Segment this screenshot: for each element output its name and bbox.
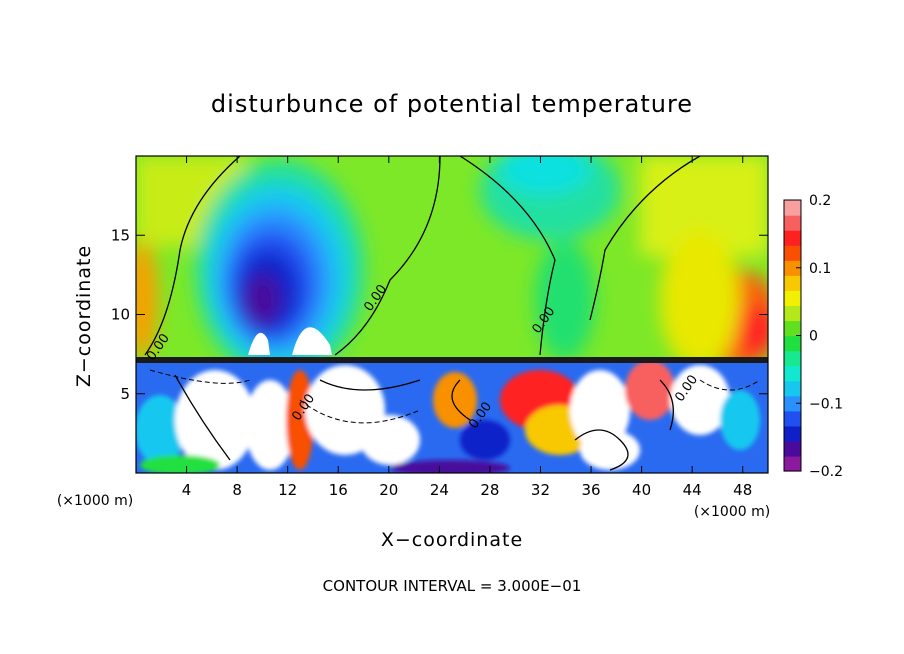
y-tick-label: 10 xyxy=(111,306,130,324)
colorbar-tick-label: 0 xyxy=(809,329,818,345)
field-shading: 0.000.000.000.00 0.000.00 xyxy=(136,156,768,473)
y-tick-label: 5 xyxy=(120,385,130,403)
x-tick-label: 36 xyxy=(581,481,600,499)
colorbar-swatch xyxy=(784,320,801,337)
colorbar-swatch xyxy=(784,275,801,291)
colorbar-swatch xyxy=(784,380,801,397)
colorbar-swatch xyxy=(784,305,801,322)
colorbar-swatch xyxy=(784,395,801,412)
colorbar-frame xyxy=(783,199,802,472)
x-tick-label: 32 xyxy=(531,481,550,499)
colorbar-tick-label: −0.2 xyxy=(809,464,843,480)
x-tick-label: 16 xyxy=(329,481,348,499)
colorbar-swatch xyxy=(784,290,801,306)
x-tick-label: 28 xyxy=(480,481,499,499)
x-unit-label-left: (×1000 m) xyxy=(57,493,133,509)
x-tick-label: 48 xyxy=(733,481,752,499)
colorbar-swatch xyxy=(784,425,801,442)
colorbar-swatch xyxy=(784,410,801,427)
x-tick-label: 44 xyxy=(683,481,702,499)
colorbar-swatch xyxy=(784,365,801,382)
colorbar-tick-label: −0.1 xyxy=(809,396,843,412)
colorbar-swatch xyxy=(784,230,801,246)
colorbar-tick-label: 0.2 xyxy=(809,193,831,209)
chart-title: disturbunce of potential temperature xyxy=(211,90,693,118)
x-tick-label: 4 xyxy=(182,481,192,499)
colorbar-swatch xyxy=(784,245,801,261)
colorbar-swatch xyxy=(784,440,801,457)
colorbar-swatch xyxy=(784,335,801,352)
colorbar: 0.2 0.1 0 −0.1 −0.2 xyxy=(784,193,843,480)
colorbar-swatch xyxy=(784,350,801,367)
x-unit-label-right: (×1000 m) xyxy=(694,504,770,520)
colorbar-tick-label: 0.1 xyxy=(809,261,831,277)
colorbar-swatch xyxy=(784,260,801,276)
x-tick-label: 12 xyxy=(278,481,297,499)
x-axis-label: X−coordinate xyxy=(381,529,523,551)
y-axis: 5 10 15 xyxy=(111,226,768,403)
y-tick-label: 15 xyxy=(111,226,130,244)
x-axis: 4 8 12 16 20 24 28 32 36 40 44 48 xyxy=(182,156,752,499)
x-tick-label: 8 xyxy=(232,481,242,499)
x-tick-label: 20 xyxy=(379,481,398,499)
colorbar-swatch xyxy=(784,455,801,472)
y-axis-label: Z−coordinate xyxy=(73,245,95,387)
colorbar-swatch xyxy=(784,200,801,216)
x-tick-label: 24 xyxy=(430,481,449,499)
x-tick-label: 40 xyxy=(632,481,651,499)
contour-interval-note: CONTOUR INTERVAL = 3.000E−01 xyxy=(323,577,582,595)
plot-area: 0.000.000.000.00 0.000.00 4 8 12 16 20 24 28 32 3… xyxy=(111,155,769,499)
colorbar-swatch xyxy=(784,215,801,231)
